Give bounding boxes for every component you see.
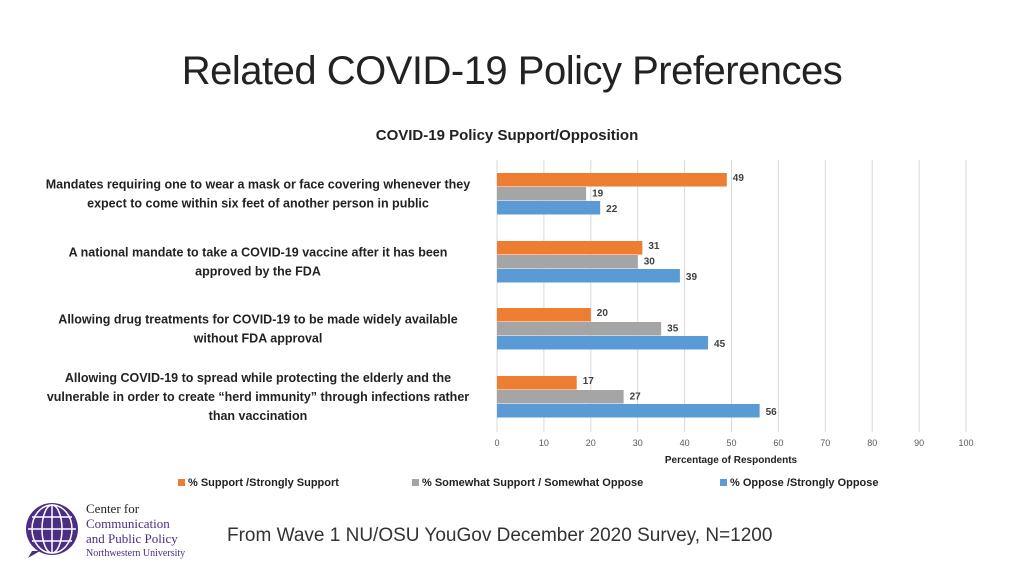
bar [497,376,577,390]
x-tick-label: 30 [633,438,643,448]
bar [497,201,601,215]
x-tick-label: 10 [539,438,549,448]
legend-swatch [412,479,419,486]
category-label: than vaccination [209,409,308,423]
bar [497,390,624,404]
x-tick-label: 80 [867,438,877,448]
data-label: 45 [714,339,726,350]
data-label: 35 [667,324,679,335]
slide-title: Related COVID-19 Policy Preferences [181,49,843,93]
bar-chart: 0 10 20 30 40 50 60 70 80 90 100 Percentage of Resp… [46,160,974,489]
legend-label: % Somewhat Support / Somewhat Oppose [422,477,643,489]
x-tick-label: 50 [726,438,736,448]
chart-title: COVID-19 Policy Support/Opposition [375,127,639,144]
footer-source: From Wave 1 NU/OSU YouGov December 2020 … [227,525,773,546]
category-label: A national mandate to take a COVID-19 va… [69,246,448,260]
data-label: 27 [630,392,642,403]
legend-swatch [178,479,185,486]
bar [497,269,680,283]
bar [497,173,727,187]
data-label: 31 [648,241,660,252]
x-tick-label: 90 [914,438,924,448]
x-tick-label: 70 [820,438,830,448]
data-label: 20 [597,308,609,319]
logo-text-1: Center for [86,501,140,516]
logo-text-3: and Public Policy [86,531,178,546]
bar [497,187,587,201]
data-label: 17 [583,376,595,387]
category-label: without FDA approval [193,332,323,346]
x-axis-label: Percentage of Respondents [665,455,798,466]
data-label: 19 [592,189,604,200]
category-label: expect to come within six feet of anothe… [87,197,429,211]
data-label: 49 [733,173,745,184]
globe-logo-icon [26,503,78,558]
logo-text-4: Northwestern University [86,548,186,559]
logo-text-2: Communication [86,516,170,531]
legend-label: % Support /Strongly Support [188,477,339,489]
legend-swatch [720,479,727,486]
category-label: Mandates requiring one to wear a mask or… [46,178,470,192]
category-label: Allowing COVID-19 to spread while protec… [65,371,451,385]
data-label: 39 [686,272,698,283]
category-label: approved by the FDA [195,265,321,279]
logo: Center for Communication and Public Poli… [22,501,185,564]
x-tick-label: 0 [494,438,499,448]
category-label: Allowing drug treatments for COVID-19 to… [58,313,457,327]
category-label: vulnerable in order to create “herd immu… [47,390,469,404]
x-tick-label: 60 [773,438,783,448]
x-tick-label: 20 [586,438,596,448]
bar [497,255,638,269]
x-tick-label: 100 [958,438,973,448]
bar [497,322,662,336]
bar [497,308,591,322]
bar [497,404,760,418]
data-label: 56 [766,407,778,418]
data-label: 30 [644,257,656,268]
bar [497,336,709,350]
legend-label: % Oppose /Strongly Oppose [730,477,879,489]
x-tick-label: 40 [680,438,690,448]
bar [497,241,643,255]
data-label: 22 [606,204,618,215]
